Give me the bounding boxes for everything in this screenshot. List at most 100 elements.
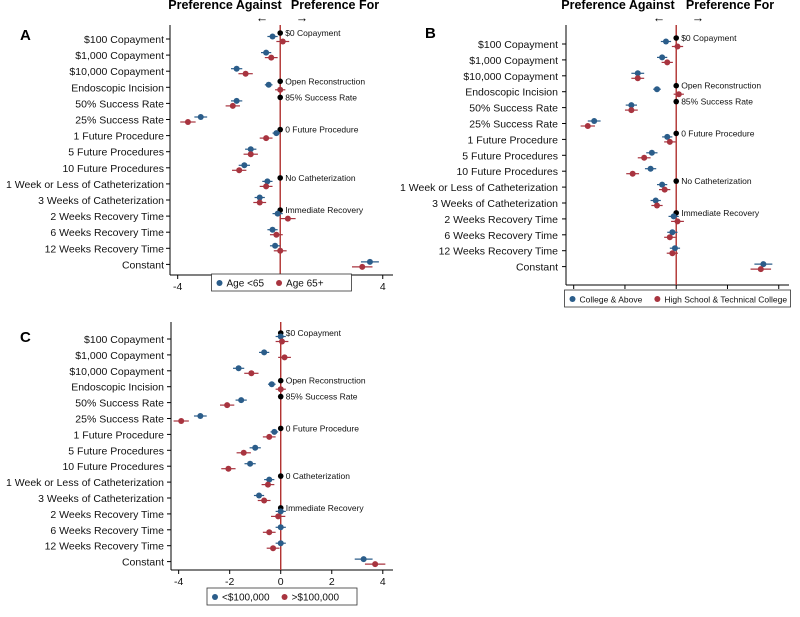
- category-label: $10,000 Copayment: [463, 71, 558, 83]
- data-point: [359, 263, 366, 270]
- x-tick-label: 4: [380, 576, 386, 588]
- data-point: [674, 43, 681, 50]
- data-point: [238, 397, 245, 404]
- data-point: [669, 250, 676, 257]
- data-point: [360, 556, 367, 563]
- reference-point: [277, 126, 284, 133]
- reference-point: [277, 78, 284, 85]
- panel-letter: A: [20, 27, 31, 44]
- category-label: 12 Weeks Recovery Time: [45, 243, 165, 255]
- reference-point: [277, 94, 284, 101]
- reference-label: Open Reconstruction: [285, 76, 365, 86]
- data-point: [256, 194, 263, 201]
- reference-point: [673, 35, 680, 41]
- data-point: [628, 107, 635, 114]
- category-label: Endoscopic Incision: [71, 82, 164, 94]
- category-label: $100 Copayment: [84, 34, 164, 46]
- data-point: [263, 135, 270, 142]
- data-point: [664, 133, 671, 140]
- x-tick-label: 4: [380, 281, 386, 293]
- data-point: [277, 540, 284, 547]
- reference-label: No Catheterization: [681, 176, 752, 186]
- category-label: 1 Future Procedure: [74, 131, 165, 143]
- legend-box: [564, 289, 791, 308]
- data-point: [671, 245, 678, 252]
- panel-letter: B: [425, 25, 436, 42]
- category-label: 50% Success Rate: [469, 103, 558, 115]
- category-label: $100 Copayment: [478, 39, 558, 51]
- reference-point: [277, 425, 284, 432]
- legend-label: >$100,000: [292, 593, 340, 604]
- reference-label: $0 Copayment: [681, 33, 737, 43]
- reference-point: [277, 377, 284, 384]
- data-point: [266, 433, 273, 440]
- category-label: 12 Weeks Recovery Time: [439, 246, 559, 258]
- reference-point: [277, 175, 284, 181]
- data-point: [268, 54, 275, 61]
- data-point: [224, 402, 231, 409]
- reference-point: [673, 130, 680, 137]
- data-point: [634, 75, 641, 82]
- data-point: [272, 242, 279, 249]
- data-point: [184, 119, 191, 125]
- legend: <$100,000 >$100,000: [206, 587, 358, 606]
- reference-label: No Catheterization: [285, 173, 356, 183]
- category-label: 1 Week or Less of Catheterization: [400, 182, 558, 194]
- reference-label: 0 Future Procedure: [285, 125, 359, 135]
- data-point: [261, 349, 268, 356]
- category-label: 3 Weeks of Catheterization: [432, 198, 558, 210]
- category-label: 10 Future Procedures: [62, 461, 164, 473]
- header-a: Preference Against Preference For ← →: [168, 0, 379, 25]
- legend-label: <$100,000: [222, 593, 270, 604]
- reference-label: Immediate Recovery: [286, 503, 365, 513]
- category-label: 10 Future Procedures: [456, 166, 558, 178]
- data-point: [648, 149, 655, 156]
- reference-label: Immediate Recovery: [681, 208, 760, 218]
- reference-label: 85% Success Rate: [285, 92, 357, 102]
- category-label: $10,000 Copayment: [69, 66, 164, 78]
- right-arrow-icon: →: [692, 11, 705, 25]
- data-point: [269, 226, 276, 233]
- data-point: [264, 481, 271, 488]
- data-point: [261, 497, 268, 504]
- data-point: [240, 449, 247, 456]
- data-point: [271, 428, 278, 435]
- category-label: 6 Weeks Recovery Time: [50, 227, 164, 239]
- data-point: [235, 365, 242, 372]
- data-point: [653, 202, 660, 209]
- reference-point: [277, 473, 284, 479]
- data-point: [634, 70, 641, 77]
- data-point: [277, 247, 284, 254]
- data-point: [666, 234, 673, 241]
- reference-label: Immediate Recovery: [285, 205, 364, 215]
- reference-point: [673, 98, 680, 105]
- data-point: [281, 354, 288, 361]
- data-point: [264, 178, 271, 185]
- data-point: [284, 215, 291, 222]
- data-point: [641, 154, 648, 161]
- category-label: 50% Success Rate: [75, 398, 164, 410]
- data-point: [266, 476, 273, 483]
- data-point: [270, 545, 277, 552]
- category-label: 6 Weeks Recovery Time: [50, 525, 164, 537]
- data-point: [757, 266, 764, 273]
- preference-for-label-b: Preference For: [686, 0, 774, 12]
- data-point: [247, 460, 254, 467]
- legend-label: Age <65: [227, 279, 265, 290]
- legend-marker: [569, 296, 576, 302]
- reference-label: 85% Success Rate: [286, 392, 358, 402]
- data-point: [178, 418, 185, 424]
- x-tick-label: -2: [225, 576, 234, 588]
- panel-letter: C: [20, 329, 31, 346]
- category-label: Endoscopic Incision: [465, 87, 558, 99]
- category-label: 25% Success Rate: [75, 414, 164, 426]
- reference-label: $0 Copayment: [285, 28, 341, 38]
- data-point: [277, 386, 284, 393]
- legend-marker: [281, 594, 288, 600]
- data-point: [269, 33, 276, 40]
- category-label: $1,000 Copayment: [75, 350, 164, 362]
- reference-label: 0 Future Procedure: [681, 128, 755, 138]
- data-point: [277, 508, 284, 515]
- reference-label: Open Reconstruction: [681, 81, 761, 91]
